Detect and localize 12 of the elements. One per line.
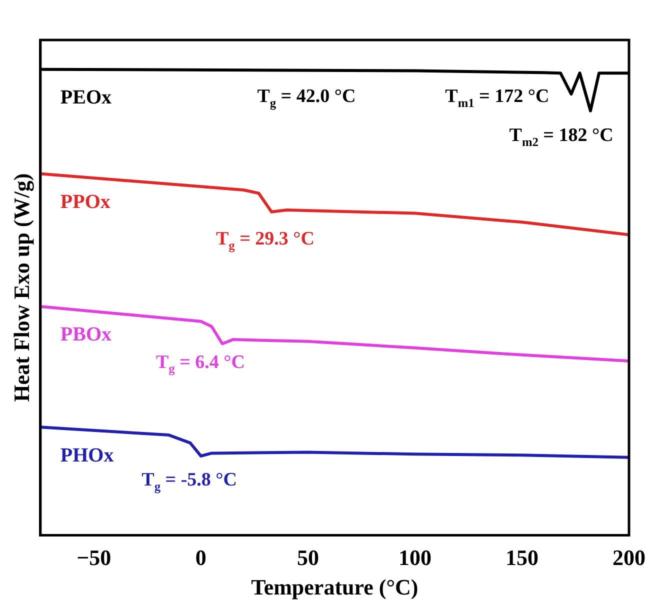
x-tick-label: 50	[296, 545, 319, 570]
x-axis-title: Temperature (°C)	[251, 574, 418, 600]
x-tick-label: −50	[76, 545, 112, 570]
series-label: PHOx	[60, 444, 114, 466]
x-tick-label: 200	[612, 545, 646, 570]
x-tick-label: 100	[398, 545, 432, 570]
series-label: PBOx	[60, 324, 112, 346]
x-tick-label: 0	[195, 545, 206, 570]
series-label: PPOx	[60, 190, 110, 213]
x-tick-label: 150	[505, 545, 538, 570]
series-label: PEOx	[60, 86, 112, 109]
y-axis-title: Heat Flow Exo up (W/g)	[8, 173, 34, 402]
